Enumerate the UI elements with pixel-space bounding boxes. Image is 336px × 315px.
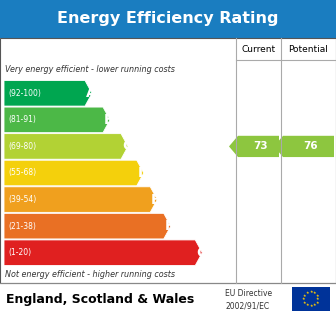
- Text: (39-54): (39-54): [8, 195, 36, 204]
- Text: Very energy efficient - lower running costs: Very energy efficient - lower running co…: [5, 66, 175, 75]
- Text: Not energy efficient - higher running costs: Not energy efficient - higher running co…: [5, 270, 175, 279]
- Text: ★: ★: [316, 297, 320, 301]
- Text: (69-80): (69-80): [8, 142, 36, 151]
- Text: ★: ★: [302, 297, 306, 301]
- Polygon shape: [274, 136, 334, 157]
- Text: (92-100): (92-100): [8, 89, 41, 98]
- Text: ★: ★: [306, 303, 309, 307]
- Text: Current: Current: [242, 44, 276, 54]
- Text: EU Directive: EU Directive: [225, 289, 272, 298]
- Polygon shape: [4, 187, 157, 212]
- Text: F: F: [165, 219, 174, 233]
- Text: (21-38): (21-38): [8, 222, 36, 231]
- Text: England, Scotland & Wales: England, Scotland & Wales: [6, 293, 194, 306]
- Text: ★: ★: [315, 301, 319, 305]
- Text: ★: ★: [313, 291, 316, 295]
- Polygon shape: [4, 240, 202, 266]
- Polygon shape: [4, 213, 171, 239]
- Text: ★: ★: [309, 304, 313, 308]
- Polygon shape: [4, 160, 144, 186]
- Bar: [292, 287, 330, 311]
- Text: ★: ★: [303, 301, 307, 305]
- Polygon shape: [4, 81, 92, 106]
- Text: (55-68): (55-68): [8, 169, 36, 177]
- Text: A: A: [86, 86, 97, 100]
- Bar: [0, 283, 336, 315]
- Polygon shape: [4, 134, 128, 159]
- Text: ★: ★: [303, 294, 307, 297]
- Text: Energy Efficiency Rating: Energy Efficiency Rating: [57, 12, 279, 26]
- Text: C: C: [122, 140, 132, 153]
- Text: E: E: [151, 192, 161, 207]
- Text: (81-91): (81-91): [8, 115, 36, 124]
- Text: D: D: [138, 166, 149, 180]
- Text: Potential: Potential: [289, 44, 328, 54]
- Bar: [0, 0, 336, 38]
- Text: ★: ★: [313, 303, 316, 307]
- Text: G: G: [196, 246, 208, 260]
- Text: (1-20): (1-20): [8, 248, 31, 257]
- Text: ★: ★: [309, 290, 313, 294]
- Polygon shape: [229, 136, 279, 157]
- Text: B: B: [104, 113, 115, 127]
- Text: ★: ★: [315, 294, 319, 297]
- Polygon shape: [4, 107, 110, 133]
- Text: 76: 76: [303, 141, 318, 152]
- Text: 73: 73: [253, 141, 268, 152]
- Text: 2002/91/EC: 2002/91/EC: [225, 301, 269, 311]
- Bar: [0, 38, 336, 283]
- Text: ★: ★: [306, 291, 309, 295]
